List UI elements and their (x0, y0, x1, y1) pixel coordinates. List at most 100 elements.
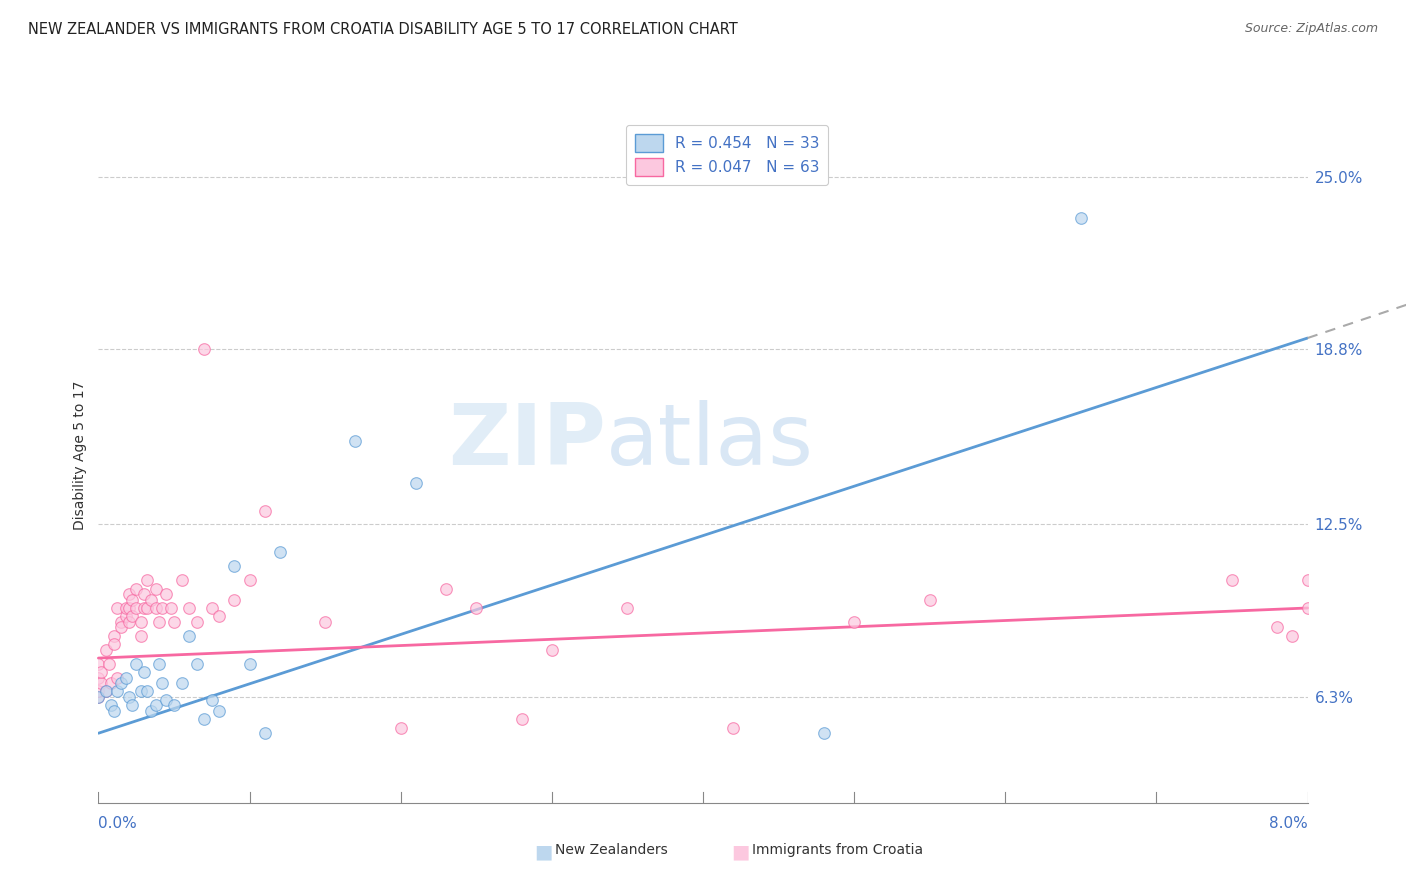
Point (541, 642, 564, 657)
Point (121, 609, 143, 624)
Point (135, 601, 157, 615)
Point (239, 657, 262, 671)
Point (105, 601, 128, 615)
Point (616, 601, 638, 615)
Point (125, 657, 148, 671)
Point (844, 615, 866, 629)
Point (163, 698, 186, 713)
Point (103, 629, 125, 643)
Point (405, 475, 427, 490)
Point (103, 704, 125, 718)
Point (239, 573, 262, 587)
Point (105, 684, 128, 698)
Point (1296, 601, 1319, 615)
Text: 8.0%: 8.0% (1268, 816, 1308, 831)
Point (224, 592, 246, 607)
Point (100, 698, 122, 713)
Point (269, 545, 291, 559)
Point (1296, 573, 1319, 587)
Point (118, 615, 141, 629)
Point (94, 684, 117, 698)
Point (723, 721, 745, 735)
Point (103, 637, 125, 651)
Text: ■: ■ (731, 843, 749, 862)
Point (186, 615, 208, 629)
Text: ■: ■ (534, 843, 553, 862)
Point (110, 615, 132, 629)
Point (253, 503, 276, 517)
Point (148, 615, 170, 629)
Point (105, 671, 128, 685)
Point (1267, 620, 1289, 634)
Text: 0.0%: 0.0% (98, 816, 138, 831)
Point (150, 601, 173, 615)
Text: Immigrants from Croatia: Immigrants from Croatia (752, 843, 924, 857)
Point (179, 601, 201, 615)
Point (98, 657, 121, 671)
Point (208, 609, 231, 624)
Point (1070, 211, 1092, 226)
Point (121, 698, 143, 713)
Legend: R = 0.454   N = 33, R = 0.047   N = 63: R = 0.454 N = 33, R = 0.047 N = 63 (626, 125, 828, 185)
Point (155, 693, 177, 707)
Point (179, 629, 201, 643)
Point (150, 676, 173, 690)
Point (163, 615, 186, 629)
Point (87, 657, 110, 671)
Point (87, 690, 110, 704)
Point (201, 601, 224, 615)
Point (114, 609, 136, 624)
Point (170, 573, 193, 587)
Point (114, 671, 136, 685)
Point (145, 582, 167, 596)
Text: New Zealanders: New Zealanders (555, 843, 668, 857)
Point (224, 559, 246, 574)
Point (87, 690, 110, 704)
Point (170, 676, 193, 690)
Point (145, 601, 167, 615)
Point (465, 601, 488, 615)
Point (118, 690, 141, 704)
Point (193, 342, 215, 356)
Text: NEW ZEALANDER VS IMMIGRANTS FROM CROATIA DISABILITY AGE 5 TO 17 CORRELATION CHAR: NEW ZEALANDER VS IMMIGRANTS FROM CROATIA… (28, 22, 738, 37)
Point (121, 592, 143, 607)
Point (132, 665, 155, 679)
Point (314, 615, 336, 629)
Point (94, 684, 117, 698)
Point (129, 615, 152, 629)
Point (114, 601, 136, 615)
Point (193, 712, 215, 726)
Point (125, 582, 148, 596)
Point (87, 671, 110, 685)
Point (125, 601, 148, 615)
Point (148, 657, 170, 671)
Point (132, 601, 155, 615)
Point (155, 587, 177, 601)
Point (201, 693, 224, 707)
Point (253, 726, 276, 740)
Point (135, 573, 157, 587)
Point (129, 629, 152, 643)
Y-axis label: Disability Age 5 to 17: Disability Age 5 to 17 (73, 380, 87, 530)
Point (90, 676, 112, 690)
Point (135, 684, 157, 698)
Point (344, 434, 367, 448)
Point (87, 684, 110, 698)
Point (145, 698, 167, 713)
Point (100, 676, 122, 690)
Point (110, 620, 132, 634)
Point (90, 665, 112, 679)
Point (160, 601, 183, 615)
Point (141, 592, 163, 607)
Text: Source: ZipAtlas.com: Source: ZipAtlas.com (1244, 22, 1378, 36)
Point (132, 587, 155, 601)
Point (94, 642, 117, 657)
Point (129, 684, 152, 698)
Point (118, 587, 141, 601)
Text: ZIP: ZIP (449, 400, 606, 483)
Point (208, 704, 231, 718)
Point (510, 712, 533, 726)
Point (434, 582, 457, 596)
Point (186, 657, 208, 671)
Point (118, 601, 141, 615)
